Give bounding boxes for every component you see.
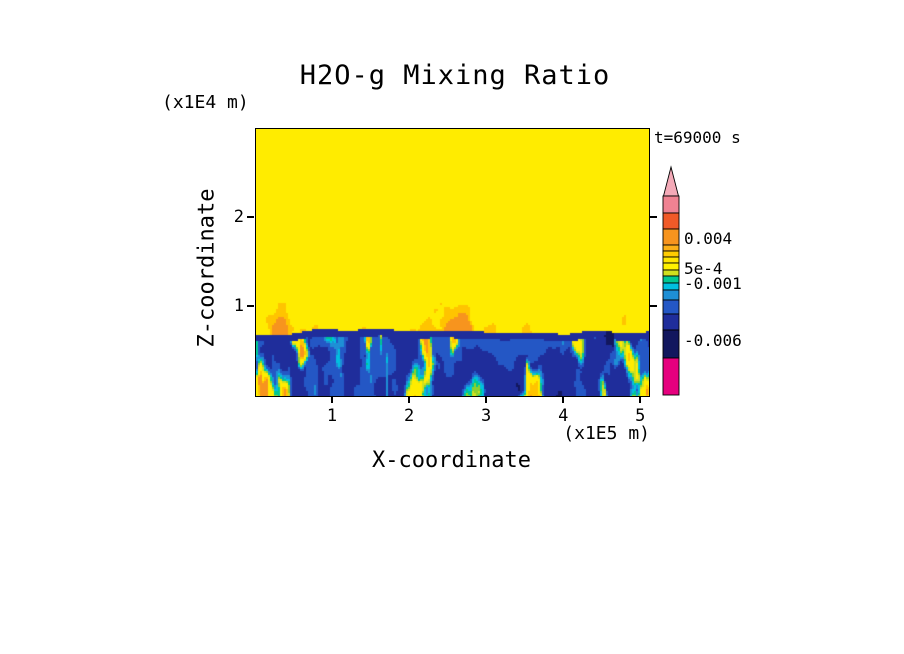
colorbar: [662, 165, 680, 396]
x-tick-label: 2: [403, 406, 415, 426]
colorbar-segment: [662, 262, 680, 271]
y-tick-mark-right: [650, 216, 657, 218]
colorbar-tick-label: 0.004: [684, 229, 733, 248]
x-tick-label: 4: [558, 406, 569, 426]
x-tick-mark: [639, 396, 641, 403]
colorbar-segment: [662, 275, 680, 284]
heatmap-field: [256, 129, 649, 396]
y-tick-mark: [247, 305, 254, 307]
colorbar-segment: [662, 329, 680, 359]
colorbar-arrow: [662, 165, 680, 197]
x-tick-label: 3: [481, 406, 492, 426]
colorbar-tick-label: -0.006: [684, 331, 742, 350]
x-tick-mark: [562, 396, 564, 403]
x-axis-title: X-coordinate: [372, 448, 531, 473]
colorbar-tick-label: -0.001: [684, 274, 742, 293]
colorbar-segment: [662, 250, 680, 258]
y-tick-label: 2: [233, 207, 244, 227]
y-tick-mark-right: [650, 305, 657, 307]
colorbar-segment: [662, 212, 680, 230]
y-tick-mark: [247, 216, 254, 218]
colorbar-segment: [662, 313, 680, 331]
x-tick-mark: [331, 396, 333, 403]
colorbar-segment: [662, 244, 680, 252]
colorbar-segment: [662, 299, 680, 315]
colorbar-segment: [662, 357, 680, 396]
x-tick-label: 5: [635, 406, 646, 426]
y-axis-unit-label: (x1E4 m): [162, 92, 249, 113]
x-tick-mark: [408, 396, 410, 403]
colorbar-segment: [662, 282, 680, 291]
x-axis-unit-label: (x1E5 m): [563, 423, 650, 444]
colorbar-segment: [662, 289, 680, 301]
y-tick-label: 1: [233, 296, 244, 316]
time-annotation: t=69000 s: [654, 128, 741, 147]
colorbar-segment: [662, 195, 680, 214]
chart-title: H2O-g Mixing Ratio: [299, 60, 611, 91]
x-tick-mark: [485, 396, 487, 403]
colorbar-tick-label: 5e-4: [684, 259, 723, 278]
colorbar-segment: [662, 256, 680, 264]
plot-frame: [255, 128, 650, 397]
x-tick-label: 1: [326, 406, 338, 426]
colorbar-segment: [662, 228, 680, 246]
colorbar-segment: [662, 269, 680, 277]
